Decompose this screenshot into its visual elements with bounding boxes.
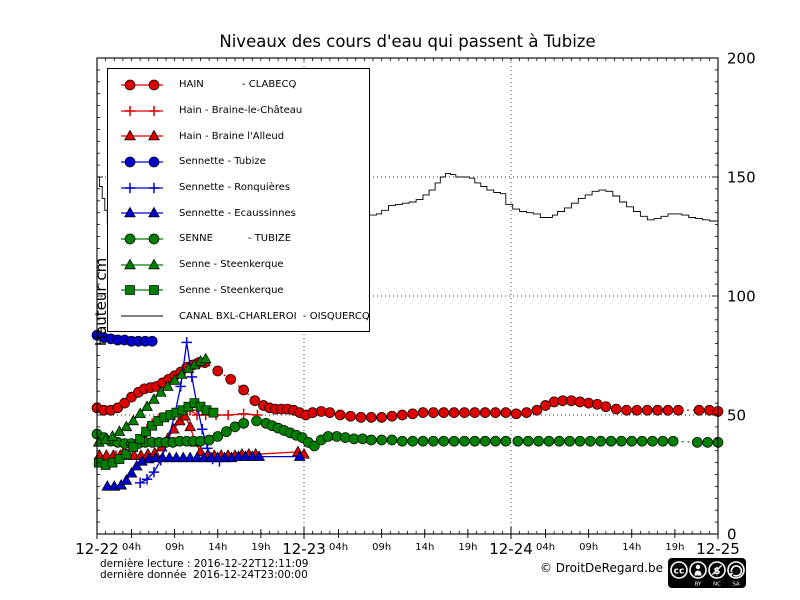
triangle-marker-icon <box>121 206 163 218</box>
cc-label-nc: NC <box>713 582 721 588</box>
x-tick-hour-label: 14h <box>208 542 227 553</box>
x-tick-day-label: 12-23 <box>282 540 326 558</box>
x-tick-hour-label: 19h <box>251 542 270 553</box>
legend-item-sennette-ecaussinnes: Sennette - Ecaussinnes <box>108 200 369 226</box>
y-tick-label: 100 <box>727 288 756 306</box>
plus-marker-icon <box>121 182 163 193</box>
by-icon <box>689 561 707 579</box>
series-line <box>139 342 220 484</box>
legend-label: Sennette - Ecaussinnes <box>179 207 296 219</box>
cc-icon <box>670 561 688 579</box>
svg-text:cc: cc <box>674 567 685 577</box>
axes-frame <box>96 57 719 539</box>
triangle-marker-icon <box>121 258 163 269</box>
series-sennette-ecaussinnes <box>101 450 306 491</box>
x-tick-day-label: 12-25 <box>696 540 740 558</box>
series-senne-tubize <box>91 415 724 452</box>
x-tick-hour-label: 19h <box>665 542 684 553</box>
x-tick-hour-label: 04h <box>536 542 555 553</box>
legend-label: Sennette - Ronquières <box>179 182 291 194</box>
legend-item-senne-steenkerque-tri: Senne - Steenkerque <box>108 252 369 278</box>
tick-labels: 12-22 12-23 12-24 12-25 04h 09h 14h 19h 04h 09h 14… <box>75 50 755 559</box>
y-tick-label: 150 <box>727 169 756 187</box>
legend-item-senne-steenkerque-sq: Senne - Steenkerque <box>108 278 369 304</box>
circle-marker-icon <box>121 233 163 245</box>
circle-marker-icon <box>121 79 163 91</box>
cc-label-sa: SA <box>732 582 740 588</box>
legend-item-hain-braine-alleud: Hain - Braine l'Alleud <box>108 123 369 149</box>
legend-item-sennette-ronquieres: Sennette - Ronquières <box>108 175 369 201</box>
x-tick-hour-label: 04h <box>122 542 141 553</box>
x-tick-hour-label: 09h <box>165 542 184 553</box>
legend-label: Hain - Braine-le-Château <box>179 105 303 117</box>
x-tick-day-label: 12-22 <box>75 540 119 558</box>
x-tick-hour-label: 09h <box>372 542 391 553</box>
sa-icon <box>727 561 745 579</box>
series-line <box>97 172 719 224</box>
legend-label: Sennette - Tubize <box>179 156 266 168</box>
svg-text:$: $ <box>714 566 721 577</box>
legend-label: Senne - Steenkerque <box>179 259 284 271</box>
triangle-marker-icon <box>121 129 163 141</box>
chart-title: Niveaux des cours d'eau qui passent à Tu… <box>219 32 596 51</box>
copyright-text: © DroitDeRegard.be <box>539 561 663 575</box>
legend-item-senne-tubize: SENNE - TUBIZE <box>108 226 369 252</box>
series-canal-bxl-charleroi <box>97 172 719 224</box>
circle-marker-icon <box>121 156 163 168</box>
y-tick-label: 0 <box>727 526 737 544</box>
legend-label: Hain - Braine l'Alleud <box>179 130 285 142</box>
legend-item-canal-bxl-charleroi: CANAL BXL-CHARLEROI - OISQUERCQ <box>108 303 370 329</box>
series-hain-clabecq <box>91 357 724 423</box>
legend-label: SENNE - TUBIZE <box>179 233 292 245</box>
footer-last-data: dernière donnée 2016-12-24T23:00:00 <box>100 569 308 581</box>
footer-last-reading: dernière lecture : 2016-12-22T12:11:09 <box>100 558 309 570</box>
x-tick-hour-label: 04h <box>329 542 348 553</box>
legend-item-sennette-tubize: Sennette - Tubize <box>108 149 369 175</box>
x-tick-day-label: 12-24 <box>489 540 533 558</box>
line-icon <box>121 315 163 317</box>
legend-label: Senne - Steenkerque <box>179 284 284 296</box>
nc-icon <box>708 561 726 579</box>
x-tick-hour-label: 14h <box>415 542 434 553</box>
legend-item-hain-braine-le-chateau: Hain - Braine-le-Château <box>108 98 369 124</box>
legend-label: CANAL BXL-CHARLEROI - OISQUERCQ <box>179 310 370 322</box>
x-tick-hour-label: 19h <box>458 542 477 553</box>
cc-license-badge: cc $ BY NC SA <box>668 558 746 588</box>
x-tick-hour-label: 09h <box>579 542 598 553</box>
y-tick-label: 200 <box>727 50 756 68</box>
series-senne-steenkerque-tri <box>92 352 212 447</box>
legend-box: HAIN - CLABECQ Hain - Braine-le-Château Ha… <box>107 68 370 332</box>
x-tick-hour-label: 14h <box>622 542 641 553</box>
y-tick-label: 50 <box>727 407 746 425</box>
legend-item-hain-clabecq: HAIN - CLABECQ <box>108 72 369 98</box>
legend-label: HAIN - CLABECQ <box>179 79 297 91</box>
square-marker-icon <box>121 285 163 296</box>
cc-label-by: BY <box>695 582 702 588</box>
plus-marker-icon <box>121 105 163 116</box>
